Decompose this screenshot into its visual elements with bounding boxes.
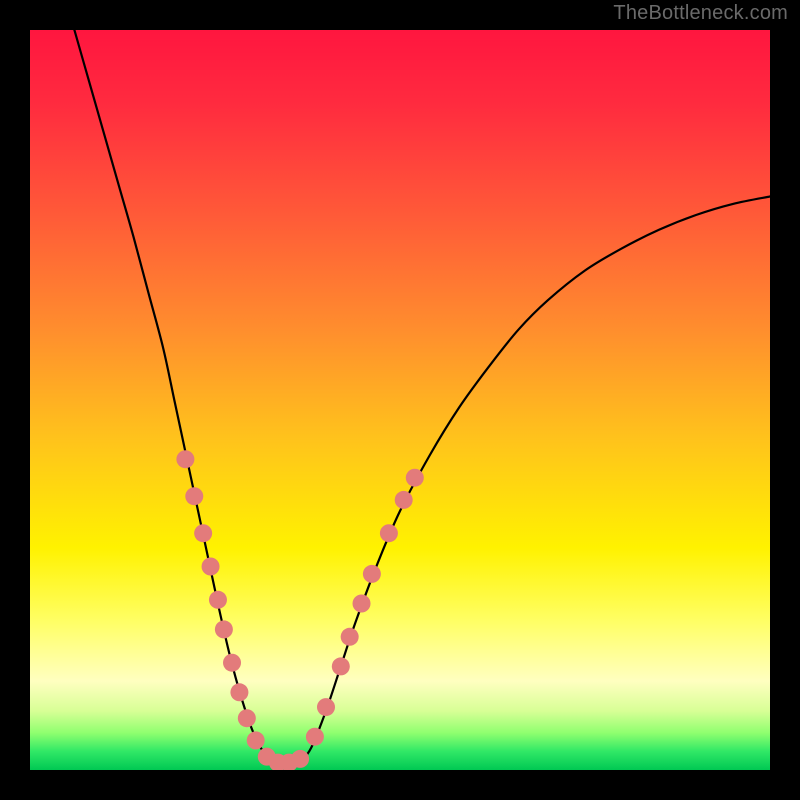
marker-dot xyxy=(332,657,350,675)
marker-dot xyxy=(247,731,265,749)
marker-dot xyxy=(238,709,256,727)
marker-dot xyxy=(380,524,398,542)
marker-dot xyxy=(209,591,227,609)
marker-dot xyxy=(185,487,203,505)
marker-dot xyxy=(230,683,248,701)
marker-dot xyxy=(341,628,359,646)
marker-dot xyxy=(363,565,381,583)
marker-dot xyxy=(223,654,241,672)
marker-dot xyxy=(194,524,212,542)
marker-dot xyxy=(176,450,194,468)
chart-svg xyxy=(30,30,770,770)
outer-frame: TheBottleneck.com xyxy=(0,0,800,800)
marker-dot xyxy=(406,469,424,487)
marker-dot xyxy=(291,750,309,768)
plot-area xyxy=(30,30,770,770)
marker-dot xyxy=(395,491,413,509)
marker-dot xyxy=(353,595,371,613)
gradient-background xyxy=(30,30,770,770)
watermark-text: TheBottleneck.com xyxy=(613,2,788,25)
marker-dot xyxy=(317,698,335,716)
marker-dot xyxy=(202,558,220,576)
marker-dot xyxy=(306,728,324,746)
marker-dot xyxy=(215,620,233,638)
